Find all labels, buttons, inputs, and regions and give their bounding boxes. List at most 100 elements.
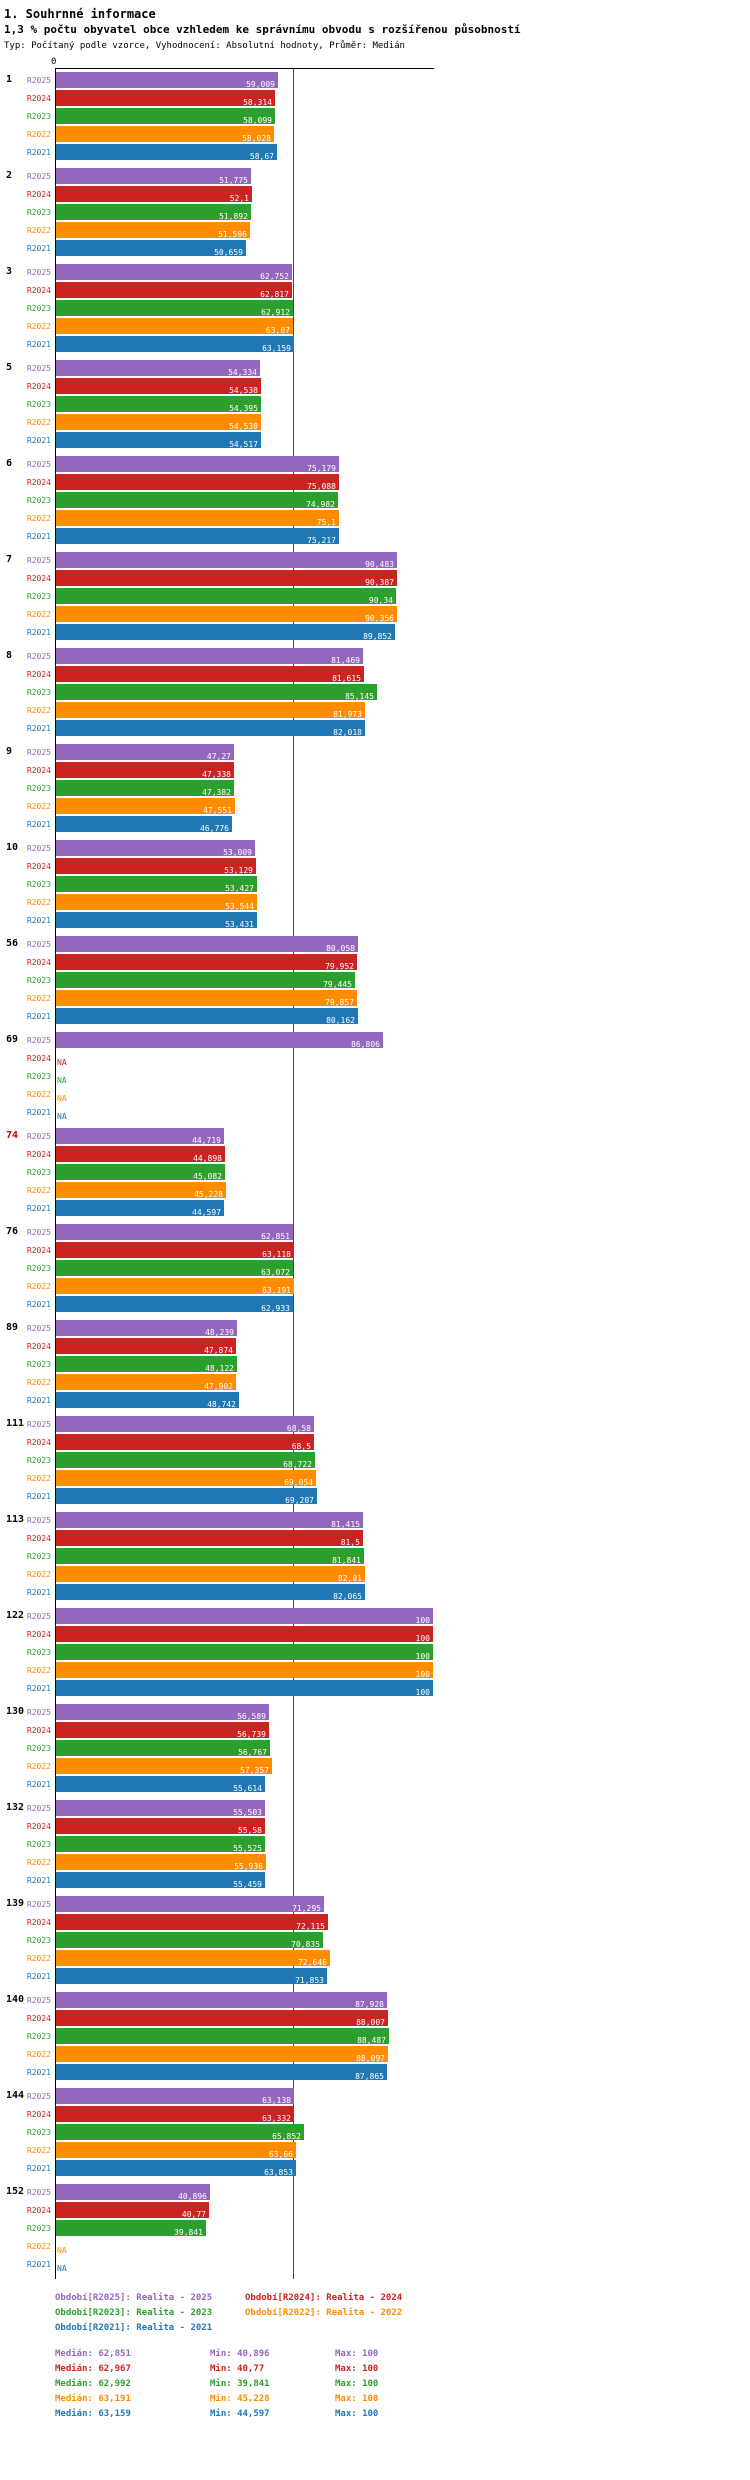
bar-row-6-R2025: R2025 75,179: [0, 455, 750, 473]
value-bar: 75,179: [55, 456, 339, 473]
bar-row-9-R2023: R2023 47,382: [0, 779, 750, 797]
value-bar: 100: [55, 1608, 433, 1625]
bar-value-label: 82,065: [333, 1592, 362, 1601]
stats-row-R2024: Medián: 62,967 Min: 40,77 Max: 100: [55, 2362, 750, 2377]
bar-row-111-R2023: R2023 68,722: [0, 1451, 750, 1469]
series-row-label: R2023: [26, 1263, 51, 1273]
stat-max: Max: 100: [335, 2364, 379, 2374]
bar-value-label: 47,551: [203, 806, 232, 815]
series-row-label: R2023: [26, 1167, 51, 1177]
bar-area: 79,857: [55, 990, 750, 1007]
bar-area: 55,459: [55, 1872, 750, 1889]
stat-min: Min: 45,228: [210, 2394, 270, 2404]
value-bar: 90,34: [55, 588, 396, 605]
bar-area: 68,722: [55, 1452, 750, 1469]
bar-row-56-R2021: R2021 80,162: [0, 1007, 750, 1025]
value-bar: 53,129: [55, 858, 256, 875]
series-row-label: R2023: [26, 303, 51, 313]
value-bar: 55,936: [55, 1854, 266, 1871]
series-row-label: R2022: [26, 801, 51, 811]
bar-area: 47,27: [55, 744, 750, 761]
bar-area: 70,835: [55, 1932, 750, 1949]
bar-value-label: 81,615: [332, 674, 361, 683]
series-row-label: R2024: [26, 285, 51, 295]
bar-row-8-R2025: R2025 81,469: [0, 647, 750, 665]
series-row-label: R2024: [26, 1149, 51, 1159]
value-bar: 51,775: [55, 168, 251, 185]
group-id-label: 122: [6, 1610, 25, 1621]
bar-area: 63,66: [55, 2142, 750, 2159]
value-bar: 82,01: [55, 1566, 365, 1583]
series-row-label: R2022: [26, 897, 51, 907]
value-bar: 54,395: [55, 396, 261, 413]
bar-row-8-R2023: R2023 85,145: [0, 683, 750, 701]
bar-row-144-R2025: R2025 63,138: [0, 2087, 750, 2105]
bar-area: 75,1: [55, 510, 750, 527]
value-bar: 47,27: [55, 744, 234, 761]
bar-value-label: 100: [415, 1652, 430, 1661]
value-bar: 88,007: [55, 2010, 388, 2027]
value-bar: 53,009: [55, 840, 255, 857]
series-row-label: R2023: [26, 1743, 51, 1753]
bar-group-74: 74 R2025 44,719 R2024 44,898 R2023 45,082 R2022…: [0, 1127, 750, 1217]
bar-value-label: 81,841: [332, 1556, 361, 1565]
bar-row-6-R2023: R2023 74,982: [0, 491, 750, 509]
value-bar: 71,295: [55, 1896, 324, 1913]
series-row-label: R2025: [26, 75, 51, 85]
bar-row-76-R2025: R2025 62,851: [0, 1223, 750, 1241]
value-bar: 55,503: [55, 1800, 265, 1817]
series-row-label: R2022: [26, 1761, 51, 1771]
series-row-label: R2024: [26, 1821, 51, 1831]
series-row-label: R2024: [26, 189, 51, 199]
series-row-label: R2021: [26, 2163, 51, 2173]
value-bar: 53,427: [55, 876, 257, 893]
bar-row-144-R2023: R2023 65,852: [0, 2123, 750, 2141]
bar-area: 81,615: [55, 666, 750, 683]
bar-row-6-R2021: R2021 75,217: [0, 527, 750, 545]
bar-area: 62,933: [55, 1296, 750, 1313]
stat-min: Min: 39,841: [210, 2379, 270, 2389]
series-row-label: R2025: [26, 1131, 51, 1141]
series-row-label: R2022: [26, 1281, 51, 1291]
series-row-label: R2025: [26, 1803, 51, 1813]
series-row-label: R2022: [26, 993, 51, 1003]
bar-row-7-R2021: R2021 89,852: [0, 623, 750, 641]
bar-row-9-R2025: R2025 47,27: [0, 743, 750, 761]
group-id-label: 152: [6, 2186, 25, 2197]
bar-value-label: 46,776: [200, 824, 229, 833]
value-bar: 85,145: [55, 684, 377, 701]
bar-row-139-R2024: R2024 72,115: [0, 1913, 750, 1931]
bar-area: 87,865: [55, 2064, 750, 2081]
series-row-label: R2021: [26, 1107, 51, 1117]
value-bar: 81,615: [55, 666, 364, 683]
series-row-label: R2024: [26, 1245, 51, 1255]
bar-row-152-R2025: R2025 40,896: [0, 2183, 750, 2201]
group-id-label: 74: [6, 1130, 19, 1141]
value-bar: 100: [55, 1680, 433, 1697]
value-bar: 58,67: [55, 144, 277, 161]
bar-row-132-R2023: R2023 55,525: [0, 1835, 750, 1853]
bar-value-label: 82,018: [333, 728, 362, 737]
bar-area: 90,387: [55, 570, 750, 587]
bar-area: 47,382: [55, 780, 750, 797]
bar-area: 63,332: [55, 2106, 750, 2123]
x-axis-line: [55, 68, 434, 69]
bar-value-label: 88,007: [356, 2018, 385, 2027]
value-bar: 90,387: [55, 570, 397, 587]
bar-area: 52,1: [55, 186, 750, 203]
bar-area: 100: [55, 1608, 750, 1625]
bar-row-3-R2023: R2023 62,912: [0, 299, 750, 317]
bar-value-label: 68,58: [286, 1424, 311, 1433]
bar-value-label: 51,775: [219, 176, 248, 185]
bar-row-144-R2022: R2022 63,66: [0, 2141, 750, 2159]
series-row-label: R2021: [26, 1299, 51, 1309]
bar-row-6-R2024: R2024 75,088: [0, 473, 750, 491]
bar-row-140-R2023: R2023 88,487: [0, 2027, 750, 2045]
series-row-label: R2021: [26, 915, 51, 925]
value-bar: 100: [55, 1662, 433, 1679]
bar-row-132-R2021: R2021 55,459: [0, 1871, 750, 1889]
series-row-label: R2021: [26, 1587, 51, 1597]
value-bar: 87,928: [55, 1992, 387, 2009]
bar-area: 47,551: [55, 798, 750, 815]
bar-value-label: 68,722: [283, 1460, 312, 1469]
